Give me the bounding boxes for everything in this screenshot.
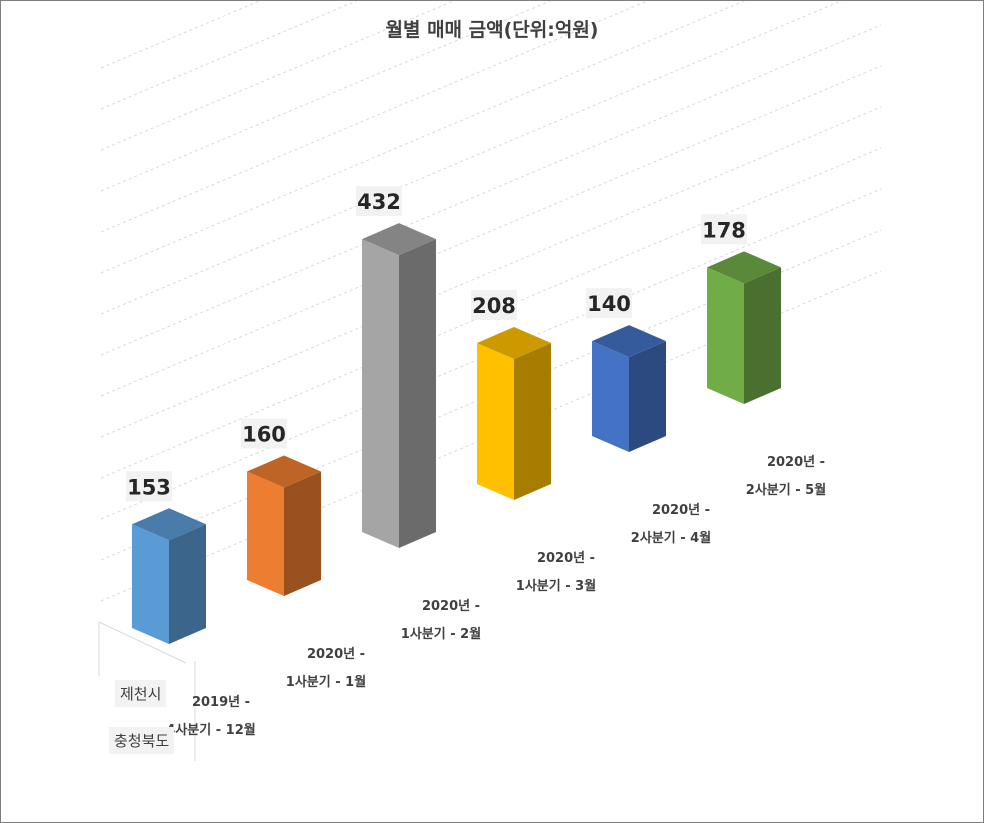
data-label-bg xyxy=(356,186,402,217)
chart-floor xyxy=(98,621,196,761)
data-label: 160 xyxy=(242,423,286,447)
labels: 153 2019년 - 4사분기 - 12월 160 2020년 - 1사분기 - 1월 4… xyxy=(126,186,826,738)
series-label-jecheon: 제천시 xyxy=(115,680,167,707)
category-label: 2020년 - xyxy=(537,551,595,566)
bar-0 xyxy=(132,508,206,644)
bar-face-side xyxy=(399,239,436,548)
bar-1 xyxy=(247,455,321,596)
bar-face-side xyxy=(744,267,781,404)
bar-5 xyxy=(707,251,781,404)
bar-face-top xyxy=(247,455,321,488)
data-label: 208 xyxy=(472,294,516,318)
category-label: 2020년 - xyxy=(652,503,710,518)
bar-face-top xyxy=(477,326,551,359)
bar-face-front xyxy=(362,239,399,548)
bar-face-side xyxy=(629,341,666,452)
data-label-bg xyxy=(701,214,747,245)
bar-4 xyxy=(592,325,666,452)
bars xyxy=(132,223,781,644)
category-label: 2사분기 - 4월 xyxy=(631,530,711,546)
bar-face-front xyxy=(247,471,284,596)
chart-title: 월별 매매 금액(단위:억원) xyxy=(385,19,599,41)
bar-face-front xyxy=(707,267,744,404)
bar-face-top xyxy=(132,508,206,541)
data-label-bg xyxy=(586,288,632,319)
bar-face-front xyxy=(477,342,514,500)
bar-face-side xyxy=(514,342,551,500)
category-label: 4사분기 - 12월 xyxy=(166,722,255,738)
data-label-bg xyxy=(471,289,517,320)
category-label: 2019년 - xyxy=(192,695,250,710)
bar-face-front xyxy=(592,341,629,452)
category-label: 2020년 - xyxy=(422,599,480,614)
bar-face-side xyxy=(169,524,206,644)
bar-face-front xyxy=(132,524,169,644)
data-label-bg xyxy=(241,418,287,449)
series-label-chungbuk: 충청북도 xyxy=(109,727,175,754)
bar-2 xyxy=(362,223,436,548)
bar-face-top xyxy=(707,251,781,284)
category-label: 2사분기 - 5월 xyxy=(746,482,826,498)
data-label-bg xyxy=(126,471,172,502)
category-label: 1사분기 - 2월 xyxy=(401,626,481,642)
data-label: 140 xyxy=(587,292,631,316)
category-label: 2020년 - xyxy=(307,647,365,662)
data-label: 178 xyxy=(702,218,746,242)
bar-face-top xyxy=(362,223,436,256)
bar-face-side xyxy=(284,471,321,596)
bar-face-top xyxy=(592,325,666,358)
category-label: 2020년 - xyxy=(767,455,825,470)
category-label: 1사분기 - 3월 xyxy=(516,578,596,594)
floor-edge xyxy=(98,621,187,664)
category-label: 1사분기 - 1월 xyxy=(286,674,366,690)
data-label: 432 xyxy=(357,190,401,214)
bar-3 xyxy=(477,326,551,500)
data-label: 153 xyxy=(127,475,171,499)
